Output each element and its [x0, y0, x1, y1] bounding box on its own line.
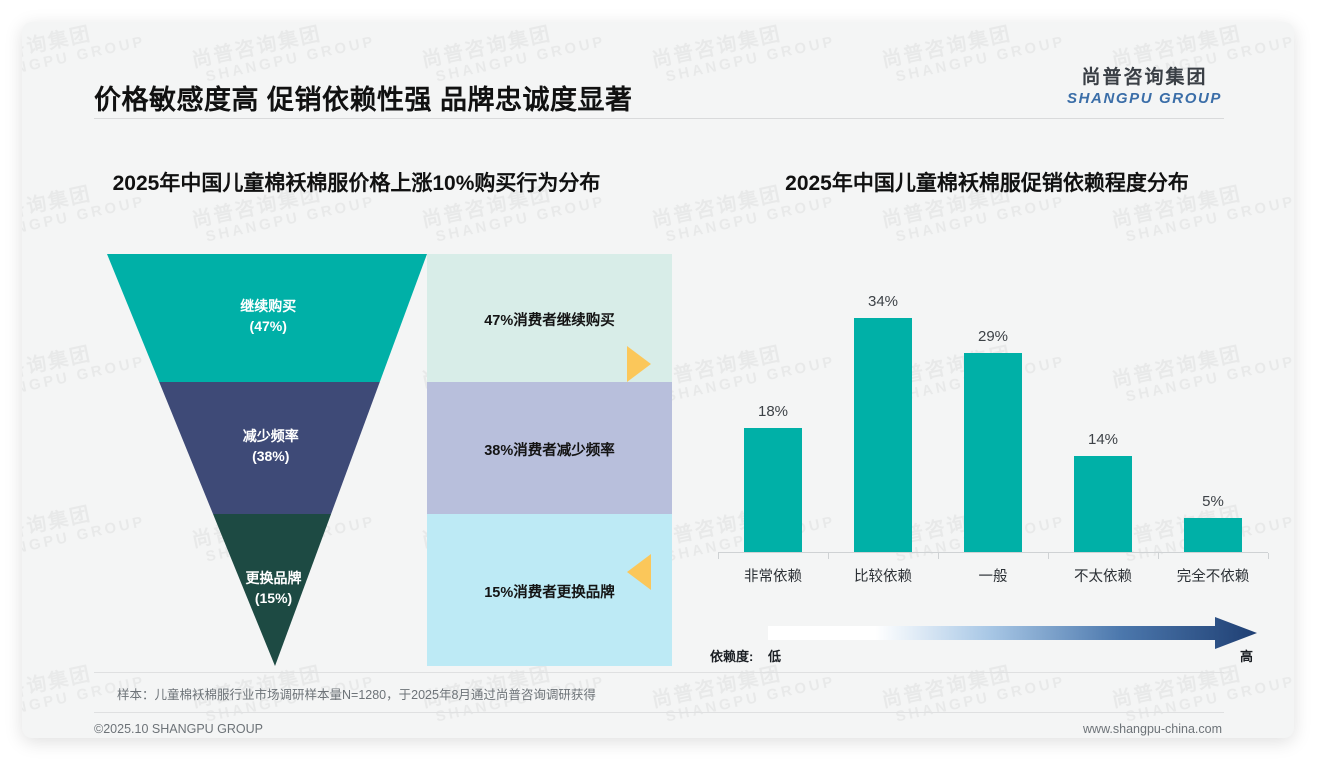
brand-logo: 尚普咨询集团 SHANGPU GROUP — [1067, 62, 1222, 107]
bar[interactable] — [964, 352, 1022, 552]
bar-category-label: 不太依赖 — [1074, 569, 1132, 585]
gradient-high-label: 高 — [1239, 649, 1253, 664]
funnel-annotation-band — [427, 382, 672, 514]
bar-plot-area: 18% 34% 29% 14% 5% — [718, 277, 1268, 552]
x-axis-tick — [938, 553, 939, 559]
bar-value-label: 34% — [867, 293, 899, 311]
gradient-arrow-icon — [768, 617, 1257, 649]
copyright-text: ©2025.10 SHANGPU GROUP — [94, 722, 263, 736]
page-title: 价格敏感度高 促销依赖性强 品牌忠诚度显著 — [94, 85, 633, 115]
funnel-segment-label: 更换品牌 (15%) — [244, 568, 303, 609]
dependency-gradient-legend: 依赖度: 低 高 — [710, 614, 1275, 672]
funnel-segment-name: 继续购买 — [240, 298, 297, 314]
x-axis-line — [718, 552, 1268, 553]
marker-triangle-right-icon — [627, 346, 651, 382]
funnel-annotation-text: 15%消费者更换品牌 — [484, 585, 615, 601]
bar-value-label: 18% — [757, 403, 789, 421]
funnel-segment-label: 减少频率 (38%) — [186, 426, 355, 467]
bar-value-label: 5% — [1202, 492, 1224, 510]
footnote-divider — [94, 672, 1224, 673]
funnel-annotation-text: 47%消费者继续购买 — [484, 313, 615, 329]
x-axis-tick — [1268, 553, 1269, 559]
funnel-segment — [107, 254, 427, 382]
bar-column: 18% — [718, 277, 828, 552]
footer-divider — [94, 712, 1224, 713]
funnel-annotation-text: 38%消费者减少频率 — [484, 443, 615, 459]
funnel-segment-name: 减少频率 — [242, 428, 299, 444]
x-axis-tick — [718, 553, 719, 559]
logo-chinese-text: 尚普咨询集团 — [1081, 67, 1208, 88]
bar-column: 14% — [1048, 277, 1158, 552]
gradient-low-label: 低 — [768, 649, 782, 664]
slide-header: 价格敏感度高 促销依赖性强 品牌忠诚度显著 尚普咨询集团 SHANGPU GRO… — [22, 22, 1294, 119]
funnel-shapes — [107, 254, 672, 666]
sample-footnote: 样本：儿童棉袄棉服行业市场调研样本量N=1280，于2025年8月通过尚普咨询调… — [117, 688, 596, 702]
funnel-segment-value: (38%) — [252, 448, 290, 465]
bar-value-label: 29% — [977, 327, 1009, 345]
x-axis-tick — [828, 553, 829, 559]
bar-category-label: 完全不依赖 — [1176, 569, 1250, 585]
funnel-segment-value: (47%) — [249, 318, 287, 335]
website-link[interactable]: www.shangpu-china.com — [1083, 722, 1222, 736]
funnel-segment-label: 继续购买 (47%) — [133, 296, 403, 337]
gradient-legend-label: 依赖度: — [710, 649, 754, 664]
logo-english-text: SHANGPU GROUP — [1067, 90, 1222, 107]
funnel-annotation-band — [427, 514, 672, 666]
bar-category-label: 比较依赖 — [854, 569, 912, 585]
bar[interactable] — [1184, 517, 1242, 552]
header-divider — [94, 118, 1224, 119]
bar-column: 34% — [828, 277, 938, 552]
bar-column: 29% — [938, 277, 1048, 552]
right-chart-title: 2025年中国儿童棉袄棉服促销依赖程度分布 — [785, 172, 1189, 195]
bar-value-label: 14% — [1087, 430, 1119, 448]
bar[interactable] — [1074, 455, 1132, 552]
funnel-segment-name: 更换品牌 — [245, 570, 302, 586]
funnel-segment — [159, 382, 380, 514]
funnel-segment — [213, 514, 332, 666]
funnel-segment-value: (15%) — [254, 590, 293, 607]
left-chart-title: 2025年中国儿童棉袄棉服价格上涨10%购买行为分布 — [112, 172, 601, 195]
funnel-chart: 继续购买 (47%) 47%消费者继续购买减少频率 (38%) 38%消费者减少频率更换… — [97, 254, 672, 666]
bar-column: 5% — [1158, 277, 1268, 552]
bar-category-label: 非常依赖 — [744, 569, 802, 585]
bar[interactable] — [744, 428, 802, 552]
bar-category-label: 一般 — [978, 569, 1008, 585]
x-axis-tick — [1048, 553, 1049, 559]
marker-triangle-left-icon — [627, 554, 651, 590]
bar[interactable] — [854, 318, 912, 552]
bar-chart: 18% 34% 29% 14% 5% 非常依赖 比较依赖 一般 不太依赖 完全不依赖 — [710, 277, 1275, 597]
x-axis-tick — [1158, 553, 1159, 559]
